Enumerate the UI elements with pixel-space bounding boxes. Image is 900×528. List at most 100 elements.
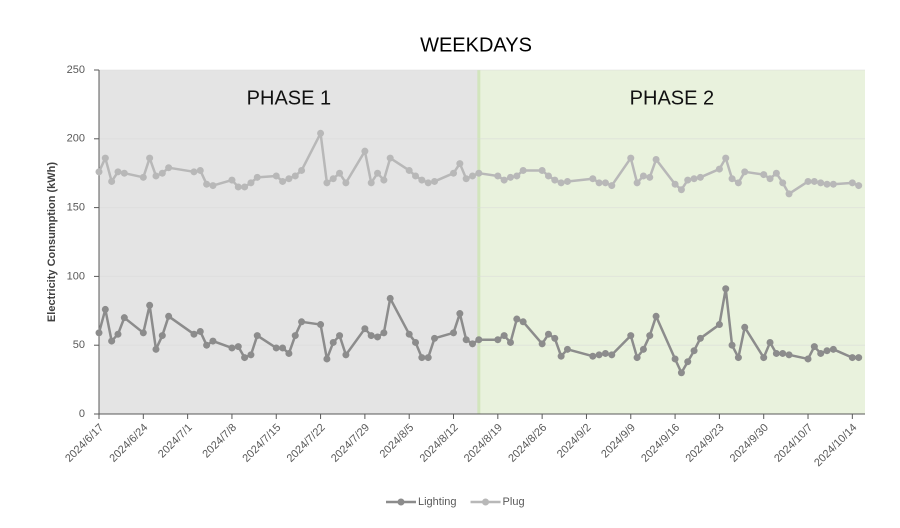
x-tick-label: 2024/6/24	[107, 422, 150, 465]
data-point	[253, 332, 261, 340]
x-tick-label: 2024/8/26	[506, 422, 549, 465]
data-point	[646, 173, 654, 181]
data-point	[279, 177, 287, 185]
data-point	[684, 358, 692, 366]
data-point	[722, 285, 730, 293]
data-point	[652, 312, 660, 320]
data-point	[804, 355, 812, 363]
y-tick-label: 50	[73, 339, 85, 351]
data-point	[652, 155, 660, 163]
data-point	[544, 172, 552, 180]
data-point	[690, 347, 698, 355]
data-point	[272, 172, 280, 180]
data-point	[855, 182, 863, 190]
legend-marker	[397, 498, 405, 506]
x-tick-label: 2024/8/19	[462, 422, 505, 465]
data-point	[367, 332, 375, 340]
data-point	[95, 329, 103, 337]
data-point	[557, 179, 565, 187]
data-point	[298, 318, 306, 326]
data-point	[418, 176, 426, 184]
data-point	[329, 175, 337, 183]
data-point	[519, 318, 527, 326]
legend-label: Plug	[503, 496, 525, 508]
y-tick-label: 250	[67, 64, 85, 76]
data-point	[766, 338, 774, 346]
data-point	[538, 166, 546, 174]
y-axis-label: Electricity Consumption (kWh)	[46, 162, 58, 322]
phase-band	[99, 70, 479, 414]
data-point	[817, 179, 825, 187]
phase-label: PHASE 1	[247, 87, 331, 109]
data-point	[741, 168, 749, 176]
x-tick-label: 2024/8/12	[418, 422, 461, 465]
data-point	[152, 345, 160, 353]
data-point	[190, 168, 198, 176]
data-point	[101, 154, 109, 162]
data-point	[544, 330, 552, 338]
phase-label: PHASE 2	[630, 87, 714, 109]
data-point	[101, 305, 109, 313]
data-point	[551, 176, 559, 184]
data-point	[361, 325, 369, 333]
data-point	[779, 179, 787, 187]
data-point	[139, 173, 147, 181]
x-tick-label: 2024/7/22	[285, 422, 328, 465]
data-point	[165, 164, 173, 172]
data-point	[456, 310, 464, 318]
data-point	[285, 175, 293, 183]
data-point	[785, 351, 793, 359]
data-point	[158, 332, 166, 340]
y-tick-label: 0	[79, 408, 85, 420]
data-point	[209, 182, 217, 190]
y-tick-label: 200	[67, 133, 85, 145]
data-point	[734, 354, 742, 362]
data-point	[120, 169, 128, 177]
legend-label: Lighting	[418, 496, 457, 508]
x-tick-label: 2024/9/2	[555, 422, 594, 461]
data-point	[247, 179, 255, 187]
data-point	[158, 169, 166, 177]
data-point	[715, 165, 723, 173]
data-point	[633, 354, 641, 362]
data-point	[785, 190, 793, 198]
data-point	[608, 351, 616, 359]
data-point	[722, 154, 730, 162]
data-point	[601, 349, 609, 357]
data-point	[671, 180, 679, 188]
phase-band	[478, 70, 865, 414]
x-tick-label: 2024/9/9	[599, 422, 638, 461]
data-point	[418, 354, 426, 362]
data-point	[462, 336, 470, 344]
data-point	[475, 169, 483, 177]
data-point	[639, 345, 647, 353]
data-point	[336, 332, 344, 340]
data-point	[146, 301, 154, 309]
data-point	[108, 337, 116, 345]
data-point	[374, 169, 382, 177]
data-point	[823, 180, 831, 188]
data-point	[848, 179, 856, 187]
data-point	[203, 180, 211, 188]
data-point	[475, 336, 483, 344]
data-point	[551, 334, 559, 342]
data-point	[810, 177, 818, 185]
data-point	[690, 175, 698, 183]
data-point	[506, 338, 514, 346]
data-point	[298, 166, 306, 174]
data-point	[367, 179, 375, 187]
data-point	[336, 169, 344, 177]
data-point	[412, 338, 420, 346]
data-point	[728, 341, 736, 349]
data-point	[462, 175, 470, 183]
data-point	[247, 351, 255, 359]
data-point	[595, 179, 603, 187]
data-point	[772, 169, 780, 177]
data-point	[772, 349, 780, 357]
data-point	[380, 329, 388, 337]
legend-marker	[482, 498, 490, 506]
data-point	[494, 172, 502, 180]
data-point	[519, 166, 527, 174]
data-point	[450, 329, 458, 337]
data-point	[677, 186, 685, 194]
